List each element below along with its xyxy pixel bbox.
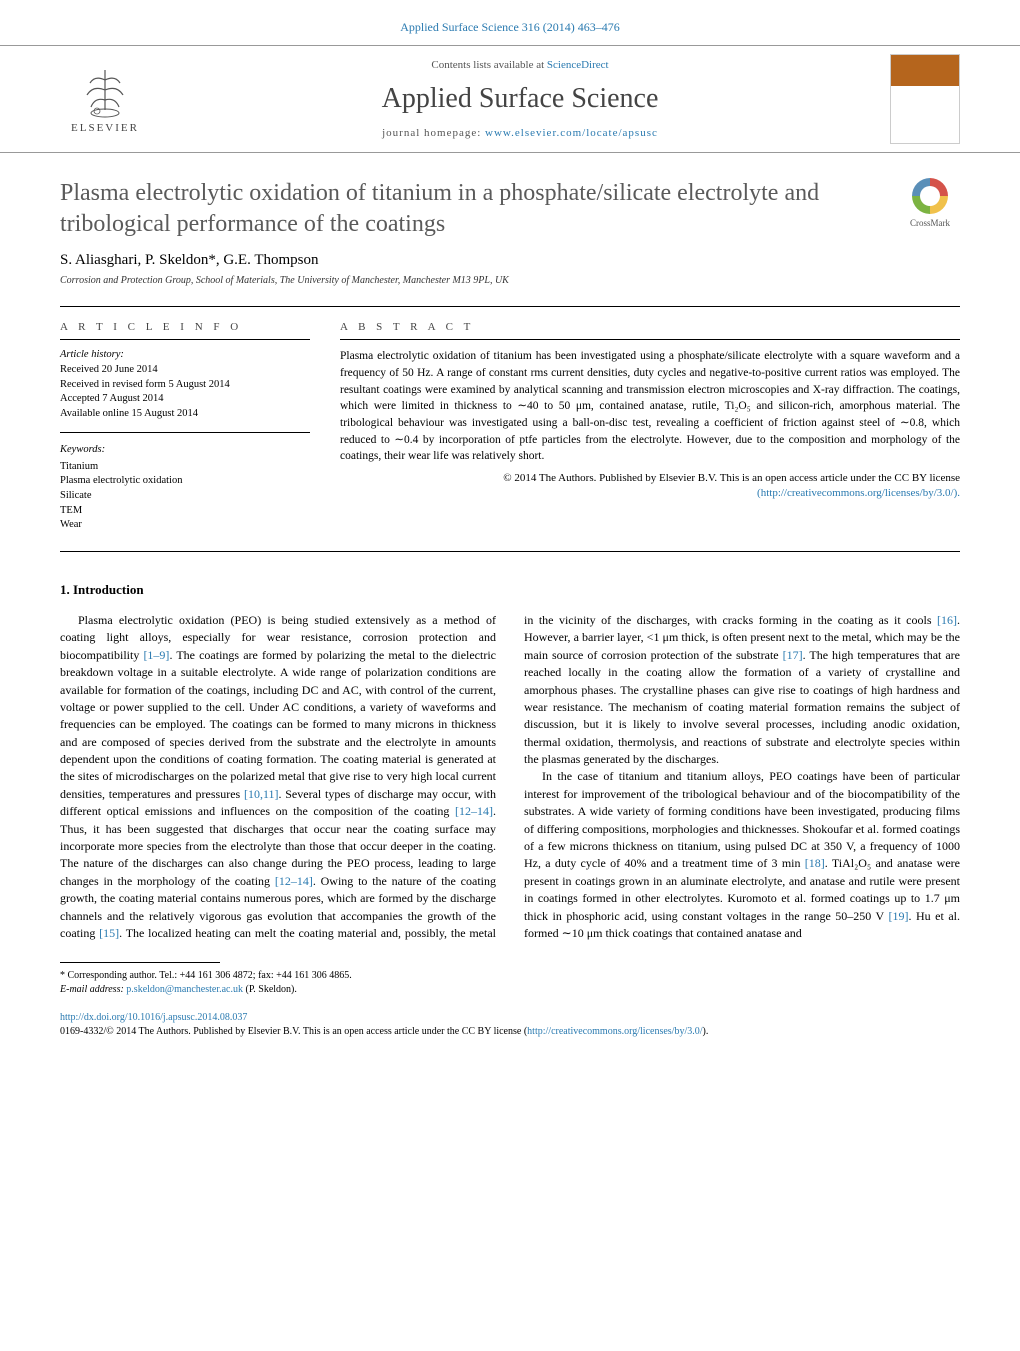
history-label: Article history: <box>60 348 310 363</box>
accepted-line: Accepted 7 August 2014 <box>60 392 310 407</box>
body-columns: Plasma electrolytic oxidation (PEO) is b… <box>60 612 960 942</box>
info-abstract-row: A R T I C L E I N F O Article history: R… <box>0 321 1020 533</box>
abstract-col: A B S T R A C T Plasma electrolytic oxid… <box>340 321 960 533</box>
keywords-block: Keywords: Titanium Plasma electrolytic o… <box>60 443 310 533</box>
license-link[interactable]: (http://creativecommons.org/licenses/by/… <box>757 487 960 499</box>
sciencedirect-link[interactable]: ScienceDirect <box>547 59 609 71</box>
doi-block: http://dx.doi.org/10.1016/j.apsusc.2014.… <box>0 997 1020 1059</box>
keyword: Plasma electrolytic oxidation <box>60 474 310 489</box>
corr-author-line: * Corresponding author. Tel.: +44 161 30… <box>60 969 960 983</box>
ref-link[interactable]: [17] <box>783 648 803 662</box>
body-paragraph: In the case of titanium and titanium all… <box>524 768 960 942</box>
ref-link[interactable]: [16] <box>937 613 957 627</box>
email-line: E-mail address: p.skeldon@manchester.ac.… <box>60 983 960 997</box>
article-info-col: A R T I C L E I N F O Article history: R… <box>60 321 310 533</box>
abstract-heading: A B S T R A C T <box>340 321 960 340</box>
article-history: Article history: Received 20 June 2014 R… <box>60 348 310 421</box>
ref-link[interactable]: [1–9] <box>143 648 169 662</box>
journal-center: Contents lists available at ScienceDirec… <box>150 59 890 139</box>
crossmark-icon <box>912 178 948 214</box>
divider <box>60 306 960 307</box>
doi-link[interactable]: http://dx.doi.org/10.1016/j.apsusc.2014.… <box>60 1012 247 1023</box>
article-header: CrossMark Plasma electrolytic oxidation … <box>0 178 1020 286</box>
license-link-footer[interactable]: http://creativecommons.org/licenses/by/3… <box>527 1026 702 1037</box>
journal-homepage: journal homepage: www.elsevier.com/locat… <box>150 127 890 139</box>
ref-link[interactable]: [10,11] <box>244 787 279 801</box>
footnote-divider <box>60 962 220 963</box>
citation-header: Applied Surface Science 316 (2014) 463–4… <box>0 0 1020 45</box>
keywords-label: Keywords: <box>60 443 310 458</box>
ref-link[interactable]: [12–14] <box>275 874 313 888</box>
journal-cover-thumbnail <box>890 54 960 144</box>
authors: S. Aliasghari, P. Skeldon*, G.E. Thompso… <box>60 252 960 269</box>
affiliation: Corrosion and Protection Group, School o… <box>60 275 960 286</box>
copyright-line: © 2014 The Authors. Published by Elsevie… <box>340 471 960 502</box>
publisher-name: ELSEVIER <box>71 122 139 134</box>
contents-line: Contents lists available at ScienceDirec… <box>150 59 890 71</box>
ref-link[interactable]: [12–14] <box>455 804 493 818</box>
crossmark-badge[interactable]: CrossMark <box>900 178 960 228</box>
issn-line: 0169-4332/© 2014 The Authors. Published … <box>60 1026 708 1037</box>
divider <box>60 432 310 433</box>
article-title: Plasma electrolytic oxidation of titaniu… <box>60 178 960 240</box>
intro-section: 1. Introduction Plasma electrolytic oxid… <box>0 552 1020 942</box>
keyword: Wear <box>60 518 310 533</box>
keyword: Titanium <box>60 460 310 475</box>
abstract-text: Plasma electrolytic oxidation of titaniu… <box>340 348 960 465</box>
article-info-heading: A R T I C L E I N F O <box>60 321 310 340</box>
keyword: Silicate <box>60 489 310 504</box>
intro-heading: 1. Introduction <box>60 582 960 598</box>
citation-text: Applied Surface Science 316 (2014) 463–4… <box>400 20 620 34</box>
revised-line: Received in revised form 5 August 2014 <box>60 378 310 393</box>
ref-link[interactable]: [19] <box>889 909 909 923</box>
journal-bar: ELSEVIER Contents lists available at Sci… <box>0 45 1020 153</box>
email-link[interactable]: p.skeldon@manchester.ac.uk <box>126 984 243 995</box>
received-line: Received 20 June 2014 <box>60 363 310 378</box>
ref-link[interactable]: [18] <box>805 856 825 870</box>
keyword: TEM <box>60 504 310 519</box>
elsevier-tree-icon <box>75 65 135 120</box>
homepage-link[interactable]: www.elsevier.com/locate/apsusc <box>485 127 658 139</box>
corresponding-footnote: * Corresponding author. Tel.: +44 161 30… <box>0 969 1020 997</box>
ref-link[interactable]: [15] <box>99 926 119 940</box>
elsevier-logo: ELSEVIER <box>60 54 150 144</box>
online-line: Available online 15 August 2014 <box>60 407 310 422</box>
journal-title: Applied Surface Science <box>150 83 890 115</box>
crossmark-label: CrossMark <box>900 218 960 228</box>
